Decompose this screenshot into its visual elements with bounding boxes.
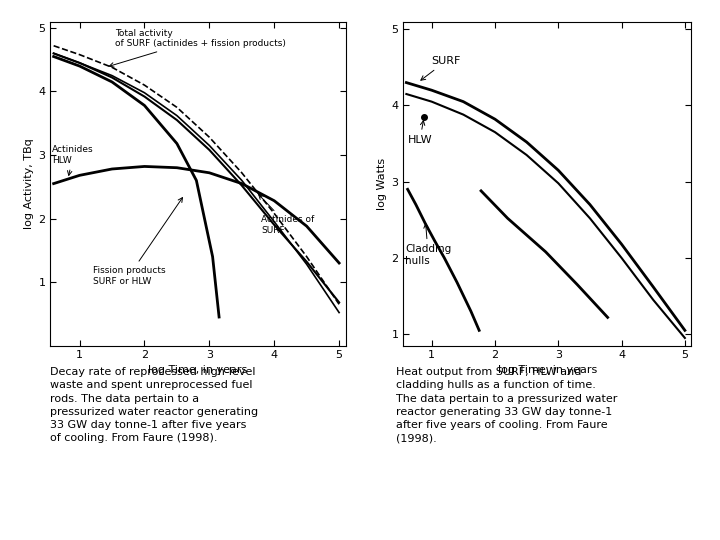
Text: HLW: HLW (408, 121, 432, 145)
Text: Actinides
HLW: Actinides HLW (53, 145, 94, 176)
Text: Fission products
SURF or HLW: Fission products SURF or HLW (93, 198, 182, 286)
Y-axis label: log Watts: log Watts (377, 158, 387, 210)
Text: Heat output from SURF, HLW and
cladding hulls as a function of time.
The data pe: Heat output from SURF, HLW and cladding … (396, 367, 617, 443)
Text: Total activity
of SURF (actinides + fission products): Total activity of SURF (actinides + fiss… (109, 29, 286, 67)
X-axis label: log Time, in years: log Time, in years (148, 364, 248, 375)
Text: Actinides of
SURF: Actinides of SURF (258, 194, 315, 235)
X-axis label: log Time, in years: log Time, in years (498, 364, 597, 375)
Text: Decay rate of reprocessed high-level
waste and spent unreprocessed fuel
rods. Th: Decay rate of reprocessed high-level was… (50, 367, 258, 443)
Text: SURF: SURF (420, 56, 461, 80)
Text: Cladding
hulls: Cladding hulls (405, 224, 451, 266)
Y-axis label: log Activity, TBq: log Activity, TBq (24, 138, 35, 229)
